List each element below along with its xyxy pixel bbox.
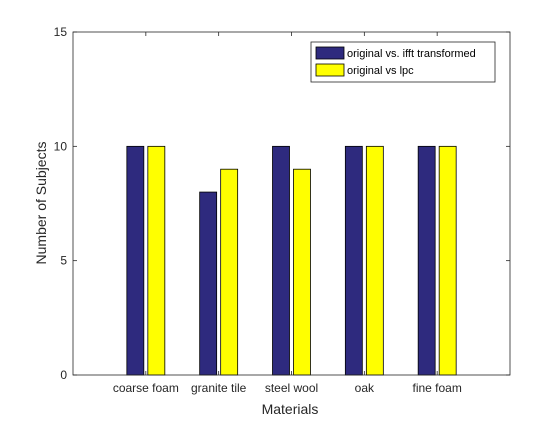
bars-layer — [126, 145, 457, 376]
bar-2-steel-wool — [293, 168, 311, 376]
x-axis-label: Materials — [262, 401, 319, 417]
y-tick-label-5: 5 — [60, 254, 67, 268]
y-tick-label-0: 0 — [60, 368, 67, 382]
legend-swatch-2 — [315, 63, 345, 77]
bar-2-fine-foam — [438, 145, 457, 376]
x-tick-label-fine-foam: fine foam — [412, 381, 461, 395]
bar-2-granite-tile — [220, 168, 239, 376]
legend: original vs. ifft transformed original vs… — [310, 41, 496, 83]
bar-1-coarse-foam — [126, 145, 145, 376]
bar-1-granite-tile — [199, 191, 218, 376]
plot-area — [73, 32, 510, 375]
legend-label-1: original vs. ifft transformed — [347, 48, 476, 60]
x-tick-label-granite-tile: granite tile — [191, 381, 247, 395]
y-tick-label-15: 15 — [54, 25, 68, 39]
y-tick-label-10: 10 — [54, 139, 68, 153]
bar-2-oak — [365, 145, 384, 376]
x-tick-label-steel-wool: steel wool — [265, 381, 318, 395]
bar-1-fine-foam — [417, 145, 436, 376]
bar-1-oak — [344, 145, 363, 376]
y-axis-label: Number of Subjects — [33, 142, 49, 265]
plot-background — [73, 32, 510, 375]
x-tick-label-oak: oak — [355, 381, 375, 395]
bar-1-steel-wool — [272, 145, 290, 376]
bar-2-coarse-foam — [147, 145, 166, 376]
legend-label-2: original vs lpc — [347, 65, 414, 77]
legend-swatch-1 — [315, 46, 345, 60]
ticks-layer: 0 5 10 15 coarse foam granite tile steel wool o… — [54, 25, 510, 395]
x-tick-label-coarse-foam: coarse foam — [113, 381, 179, 395]
